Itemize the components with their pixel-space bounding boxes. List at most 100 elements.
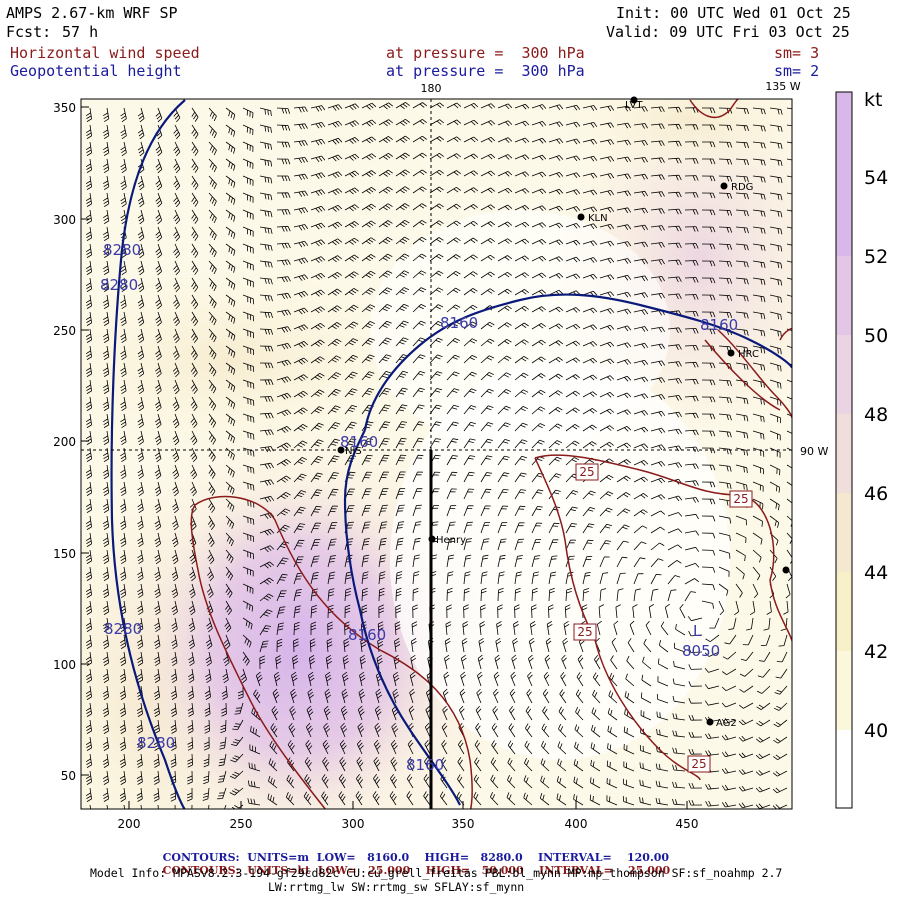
wind-barb [514,339,529,347]
wind-barb [120,209,127,225]
wind-barb [102,685,109,700]
wind-barb [190,447,198,463]
wind-barb [752,362,766,371]
wind-barb [701,447,716,454]
wind-barb [378,371,392,381]
wind-barb [704,700,720,706]
wind-barb [187,685,194,700]
wind-barb [225,175,236,188]
wind-barb [674,642,686,653]
wind-barb [480,604,486,619]
wind-barb [188,617,196,633]
wind-barb [327,538,337,551]
wind-barb [171,566,179,582]
wind-barb [412,488,423,500]
wind-barb [642,656,652,670]
wind-barb [85,107,92,122]
wind-barb [565,523,577,534]
wind-barb [259,158,273,167]
wind-barb [293,357,309,365]
wind-barb [477,654,484,670]
wind-barb [276,359,292,367]
wind-barb [374,705,382,721]
wind-barb [701,311,716,318]
wind-barb [322,756,330,772]
wind-barb [497,271,512,279]
wind-barb [724,634,737,645]
wind-barb [173,209,181,225]
wind-barb [739,685,754,693]
wind-barb [395,270,410,279]
wind-barb [609,672,618,687]
wind-barb [608,690,618,704]
wind-barb [155,379,162,395]
wind-barb [443,671,450,687]
wind-barb [772,770,788,777]
wind-barb [276,242,291,249]
wind-barb [102,787,109,802]
wind-barb [259,345,274,352]
wind-barb [463,455,476,466]
wind-barb [172,481,179,497]
wind-barb [225,277,236,290]
wind-barb [412,102,428,109]
height-contour [110,99,186,809]
wind-barb [406,791,414,806]
wind-barb [188,634,195,650]
wind-barb [589,794,601,806]
wind-barb [633,410,649,416]
wind-barb [190,396,198,412]
wind-barb [242,226,254,237]
wind-barb [378,169,393,177]
wind-barb [344,388,358,398]
wind-barb [510,671,517,687]
wind-barb [259,655,266,670]
wind-barb [411,621,418,636]
wind-barb [752,294,766,303]
wind-barb [565,206,581,212]
wind-barb [672,781,686,789]
wind-barb [769,447,781,458]
wind-barb [684,578,700,585]
wind-barb [718,294,733,301]
wind-barb [722,651,737,660]
wind-barb [85,702,92,717]
wind-barb [684,463,699,470]
wind-barb [565,490,579,500]
wind-barb [480,422,494,432]
wind-barb [616,442,632,449]
wind-barb [457,774,465,789]
wind-barb [548,456,562,466]
wind-barb [225,447,235,461]
wind-barb [514,604,520,619]
wind-barb [590,742,601,755]
wind-barb [514,188,530,194]
wind-barb [190,328,198,343]
wind-barb [773,702,788,711]
wind-barb [327,238,343,246]
wind-barb [599,507,613,517]
wind-barb [582,138,598,145]
wind-barb [344,271,359,279]
wind-barb [102,447,110,462]
wind-barb [446,254,461,262]
wind-barb [684,141,699,147]
wind-barb [102,515,110,530]
wind-barb [672,678,686,687]
wind-barb [344,571,352,585]
wind-barb [530,621,536,636]
wind-barb [548,555,558,568]
wind-barb [259,528,275,536]
wind-barb [752,226,766,234]
wind-barb [548,423,563,432]
wind-barb [525,723,533,738]
wind-barb [463,338,478,347]
wind-barb [293,374,309,382]
wind-barb [191,124,199,139]
field1-name: Horizontal wind speed [10,44,200,62]
wind-barb [480,321,495,330]
wind-barb [327,154,343,162]
wind-barb [204,719,210,734]
wind-barb [688,748,703,755]
wind-barb [497,120,513,127]
